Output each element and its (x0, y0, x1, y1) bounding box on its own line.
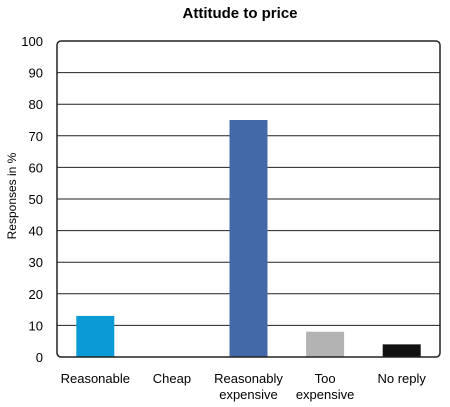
chart-title: Attitude to price (183, 5, 298, 22)
bar (76, 315, 115, 357)
plot-frame (56, 40, 441, 358)
y-tick-label: 20 (29, 287, 43, 302)
y-tick-label: 80 (29, 97, 43, 112)
bar (229, 120, 268, 357)
y-tick-label: 0 (36, 350, 43, 365)
x-tick-label: Too expensive (296, 371, 355, 402)
y-tick-label: 10 (29, 318, 43, 333)
x-tick-label: Reasonably expensive (214, 371, 283, 402)
bar (382, 344, 421, 357)
x-tick-label: Reasonable (61, 371, 130, 386)
y-tick-label: 30 (29, 255, 43, 270)
bar (306, 331, 345, 357)
y-tick-label: 60 (29, 160, 43, 175)
y-axis-label: Responses in % (5, 152, 19, 239)
y-axis-ticks: 0 10 20 30 40 50 60 70 80 90 100 (21, 34, 43, 365)
y-tick-label: 40 (29, 224, 43, 239)
y-tick-label: 70 (29, 129, 43, 144)
x-tick-label: Cheap (153, 371, 191, 386)
y-tick-label: 100 (21, 34, 43, 49)
x-axis-labels: Reasonable Cheap Reasonably expensive Too exp… (61, 371, 427, 402)
x-tick-label: No reply (377, 371, 426, 386)
y-tick-label: 90 (29, 66, 43, 81)
y-tick-label: 50 (29, 192, 43, 207)
bars (76, 120, 421, 357)
